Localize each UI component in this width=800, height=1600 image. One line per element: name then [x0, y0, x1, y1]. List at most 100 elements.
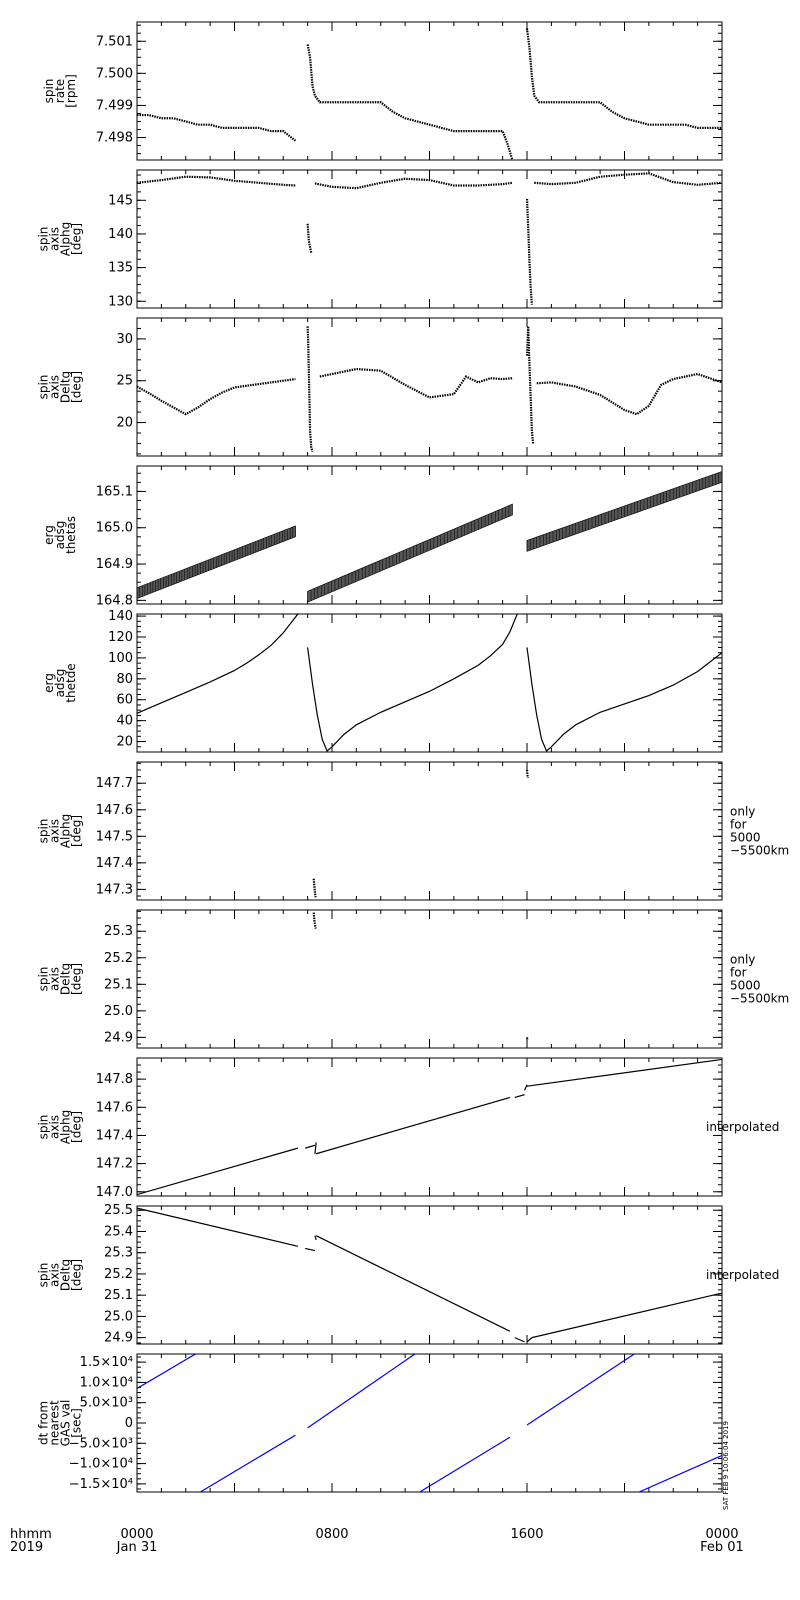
- y-tick-label: 25.0: [104, 1004, 133, 1019]
- y-tick-label: 135: [108, 261, 133, 276]
- y-tick-label: 7.501: [96, 34, 133, 49]
- y-tick-label: 7.499: [96, 98, 133, 113]
- data-line: [137, 614, 299, 714]
- data-dots: [534, 172, 722, 186]
- y-tick-label: 147.4: [96, 1128, 133, 1143]
- side-note: −5500km: [730, 844, 789, 858]
- data-dots: [137, 377, 296, 416]
- y-tick-label: 25.5: [104, 1203, 133, 1218]
- y-axis-label: dt from: [37, 1401, 51, 1445]
- series-data: [312, 769, 530, 898]
- plot-timestamp: SAT FEB 9 10:06:04 2019: [722, 1421, 730, 1510]
- x-date-label: Jan 31: [116, 1540, 158, 1555]
- series-data: [312, 912, 529, 1041]
- data-line: [137, 1354, 196, 1390]
- x-tick-label: 0000: [120, 1527, 153, 1542]
- y-tick-label: 80: [116, 672, 133, 687]
- y-tick-label: 165.1: [96, 484, 133, 499]
- series-data: [137, 1058, 722, 1196]
- y-axis-label: spin: [37, 227, 51, 252]
- data-line: [305, 1144, 316, 1149]
- y-tick-label: 140: [108, 609, 133, 624]
- data-dots: [525, 326, 535, 444]
- y-axis-label: axis: [48, 375, 62, 399]
- y-axis-label: axis: [48, 819, 62, 843]
- y-tick-label: 7.500: [96, 66, 133, 81]
- data-line: [531, 1292, 722, 1339]
- y-axis-label: [deg]: [70, 371, 84, 403]
- y-axis-label: erg: [42, 525, 56, 545]
- data-line: [526, 1354, 635, 1426]
- y-axis-label: Deltg: [59, 371, 73, 403]
- plot-frame: [136, 21, 723, 161]
- series-data: [137, 1354, 722, 1492]
- x-tick-label: 0800: [315, 1527, 348, 1542]
- data-dots: [306, 223, 313, 254]
- y-axis-label: adsg: [53, 669, 67, 698]
- y-axis-label: spin: [37, 1115, 51, 1140]
- data-dots: [536, 372, 722, 416]
- data-line: [137, 1207, 299, 1247]
- y-axis-label: thetde: [64, 663, 78, 702]
- y-tick-label: 24.9: [104, 1331, 133, 1346]
- y-axis-label: Deltg: [59, 1259, 73, 1291]
- y-axis-label: [deg]: [70, 963, 84, 995]
- series-data: [137, 326, 722, 453]
- data-line: [524, 1084, 528, 1091]
- data-line: [315, 1096, 511, 1155]
- side-note: interpolated: [706, 1120, 779, 1134]
- side-note: only: [730, 805, 755, 819]
- plot-frame: [136, 465, 723, 605]
- y-tick-label: −1.5×10⁴: [69, 1477, 133, 1492]
- y-tick-label: 30: [116, 332, 133, 347]
- side-note: 5000: [730, 979, 761, 993]
- plot-frame: [136, 1205, 723, 1345]
- y-tick-label: 100: [108, 651, 133, 666]
- data-line: [526, 1337, 533, 1343]
- y-axis-label: thetas: [64, 516, 78, 554]
- data-line: [526, 1058, 722, 1087]
- y-axis-label: Alphg: [59, 1110, 73, 1144]
- side-note: −5500km: [730, 992, 789, 1006]
- data-line: [315, 1235, 511, 1332]
- plot-frame: [136, 169, 723, 309]
- y-tick-label: 147.5: [96, 829, 133, 844]
- data-line: [638, 1454, 722, 1492]
- x-tick-label: 1600: [510, 1527, 543, 1542]
- data-dots: [312, 912, 317, 929]
- x-row-label-time: hhmm: [10, 1527, 52, 1542]
- data-dots: [137, 175, 296, 187]
- panel-8: 147.0 147.2 147.4 147.6 147.8 spinaxisAlphg[d…: [37, 1057, 779, 1200]
- y-tick-label: 164.9: [96, 557, 133, 572]
- y-axis-label: rate: [53, 79, 67, 103]
- chart-panels: 7.4987.4997.5007.501spinrate[rpm]1301351…: [37, 21, 789, 1493]
- data-dots: [525, 769, 530, 779]
- side-note: for: [730, 966, 747, 980]
- x-date-label: Feb 01: [700, 1540, 744, 1555]
- y-tick-label: 5.0×10³: [80, 1396, 133, 1411]
- y-tick-label: 25.2: [104, 1267, 133, 1282]
- y-axis-label: [sec]: [70, 1408, 84, 1438]
- data-dots: [312, 878, 317, 898]
- plot-frame: [136, 317, 723, 457]
- data-line: [200, 1434, 296, 1492]
- data-line: [137, 1147, 299, 1196]
- y-tick-label: 25.1: [104, 1288, 133, 1303]
- data-dots: [306, 326, 314, 453]
- data-dots: [314, 177, 513, 190]
- y-tick-label: 24.9: [104, 1030, 133, 1045]
- y-tick-label: 25.0: [104, 1309, 133, 1324]
- side-note: interpolated: [706, 1268, 779, 1282]
- y-tick-label: 147.3: [96, 882, 133, 897]
- plot-frame: [136, 761, 723, 901]
- y-tick-label: 120: [108, 630, 133, 645]
- y-tick-label: 40: [116, 714, 133, 729]
- data-dots: [525, 28, 722, 130]
- series-data: [137, 614, 722, 752]
- side-note: for: [730, 818, 747, 832]
- y-axis-label: [rpm]: [64, 74, 78, 108]
